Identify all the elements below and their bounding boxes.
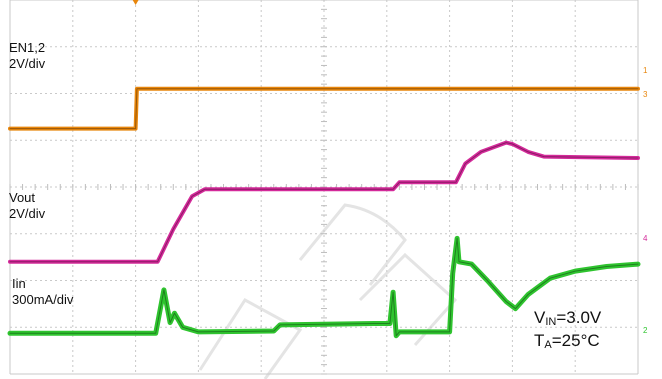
vin-prefix: V xyxy=(534,308,546,327)
trigger-marker xyxy=(132,0,139,5)
ta-condition: TA=25°C xyxy=(534,331,600,351)
vin-condition: VIN=3.0V xyxy=(534,308,601,328)
ta-subscript: A xyxy=(544,339,552,351)
iin-scale-label: 300mA/div xyxy=(12,292,74,307)
channel-3-marker: 3 xyxy=(643,90,647,99)
trace-iin xyxy=(7,235,641,339)
en-channel-label: EN1,2 2V/div xyxy=(9,40,45,72)
vout-channel-label: Vout 2V/div xyxy=(9,190,45,222)
trace-edge-iin xyxy=(9,237,639,337)
en-name-label: EN1,2 xyxy=(9,40,46,55)
channel-3-marker-label: 3 xyxy=(643,90,648,99)
vin-subscript: IN xyxy=(545,316,557,328)
iin-name-label: Iin xyxy=(12,276,26,291)
ta-value: =25°C xyxy=(551,331,600,350)
channel-1-marker-label: 1 xyxy=(643,66,648,75)
vout-scale-label: 2V/div xyxy=(9,206,46,221)
iin-channel-label: Iin 300mA/div xyxy=(12,276,73,308)
vout-name-label: Vout xyxy=(9,190,36,205)
trace-en1-2 xyxy=(8,86,640,131)
channel-1-marker: 1 xyxy=(643,66,647,75)
channel-2-marker-label: 2 xyxy=(643,326,648,335)
en-scale-label: 2V/div xyxy=(9,56,46,71)
trace-edge-vout xyxy=(9,142,639,263)
trace-vout xyxy=(8,140,640,264)
vin-value: =3.0V xyxy=(556,308,602,327)
watermark xyxy=(198,203,458,379)
channel-4-marker-label: 4 xyxy=(643,234,648,243)
trace-edge-en1-2 xyxy=(9,88,639,130)
channel-4-marker: 4 xyxy=(643,234,647,243)
channel-2-marker: 2 xyxy=(643,326,647,335)
ta-prefix: T xyxy=(534,331,545,350)
waveform-traces xyxy=(7,86,641,339)
